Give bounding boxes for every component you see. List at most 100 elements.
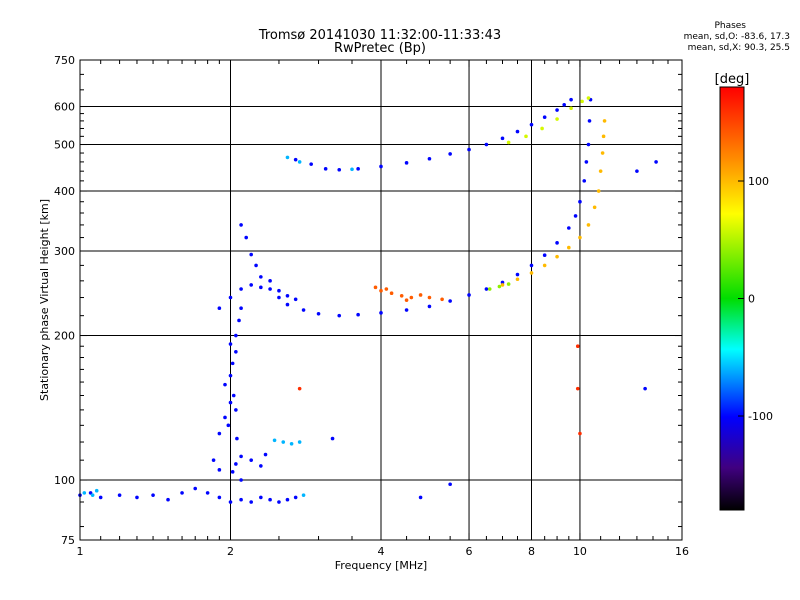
echo-point — [228, 342, 233, 346]
echo-point — [596, 189, 601, 193]
chart-title: Tromsø 20141030 11:32:00-11:33:43 — [258, 28, 502, 43]
echo-point — [234, 462, 238, 466]
echo-point — [98, 495, 103, 500]
echo-point — [592, 205, 597, 210]
echo-point — [500, 283, 505, 287]
echo-point — [259, 285, 263, 290]
echo-point — [404, 298, 409, 302]
echo-point — [399, 293, 404, 298]
echo-point — [467, 147, 471, 152]
echo-point — [529, 263, 534, 268]
echo-point — [272, 438, 277, 443]
echo-point — [235, 436, 239, 441]
y-tick-label: 75 — [61, 534, 75, 547]
echo-point — [249, 283, 253, 287]
echo-point — [427, 304, 432, 309]
phases-x-stats: mean, sd,X: 90.3, 25.5 — [687, 43, 790, 53]
echo-point — [234, 408, 238, 412]
echo-point — [569, 106, 573, 111]
echo-point — [234, 349, 238, 354]
echo-point — [277, 288, 281, 293]
echo-point — [584, 160, 589, 164]
echo-point — [484, 287, 489, 291]
echo-point — [654, 160, 658, 164]
echo-point — [578, 431, 582, 436]
echo-point — [166, 497, 170, 502]
echo-point — [281, 440, 286, 444]
echo-point — [180, 491, 184, 495]
echo-point — [379, 288, 383, 293]
echo-point — [555, 117, 559, 121]
colorbar-tick-label: -100 — [748, 410, 773, 423]
echo-point — [135, 495, 139, 500]
echo-point — [249, 500, 253, 504]
echo-point — [259, 495, 263, 500]
echo-point — [575, 344, 580, 349]
echo-point — [586, 223, 591, 227]
echo-point — [277, 500, 281, 504]
echo-point — [226, 423, 231, 428]
echo-point — [373, 285, 378, 290]
echo-point — [542, 263, 547, 268]
echo-point — [217, 306, 222, 311]
colorbar-label: [deg] — [715, 72, 750, 87]
echo-point — [316, 311, 321, 316]
echo-point — [301, 493, 306, 497]
echo-point — [239, 454, 243, 459]
echo-point — [418, 293, 423, 297]
echo-point — [249, 458, 253, 462]
echo-point — [379, 311, 383, 315]
echo-point — [404, 308, 409, 312]
echo-point — [259, 275, 263, 279]
phases-heading: Phases — [714, 21, 746, 31]
echo-point — [289, 441, 294, 446]
echo-point — [337, 167, 342, 172]
y-tick-label: 750 — [54, 54, 75, 67]
y-tick-label: 500 — [54, 139, 75, 152]
echo-point — [467, 293, 471, 297]
echo-point — [389, 291, 394, 296]
echo-point — [427, 295, 432, 300]
echo-point — [484, 142, 489, 147]
echo-point — [506, 282, 511, 286]
echo-point — [409, 295, 414, 300]
echo-point — [297, 160, 302, 164]
echo-point — [356, 167, 360, 171]
echo-point — [90, 493, 95, 497]
echo-point — [254, 263, 258, 268]
echo-point — [643, 386, 647, 391]
x-tick-label: 16 — [675, 545, 689, 558]
echo-point — [542, 253, 547, 258]
echo-point — [337, 313, 342, 318]
echo-point — [249, 252, 253, 257]
echo-point — [575, 386, 580, 391]
y-axis-label: Stationary phase Virtual Height [km] — [38, 199, 51, 401]
echo-point — [569, 97, 573, 102]
echo-point — [384, 287, 389, 291]
echo-point — [205, 491, 210, 495]
echo-points — [78, 96, 658, 504]
echo-point — [601, 134, 606, 139]
echo-point — [555, 254, 559, 259]
echo-point — [567, 245, 571, 250]
echo-point — [230, 470, 235, 474]
colorbar-tick-label: 100 — [748, 175, 769, 188]
echo-point — [497, 284, 502, 289]
echo-point — [293, 495, 298, 500]
echo-point — [448, 152, 452, 156]
echo-point — [586, 96, 591, 100]
echo-point — [239, 478, 243, 482]
echo-point — [285, 293, 290, 298]
echo-point — [285, 497, 290, 502]
echo-point — [448, 482, 452, 487]
x-axis-label: Frequency [MHz] — [335, 559, 427, 572]
echo-point — [211, 458, 216, 462]
echo-point — [427, 156, 432, 161]
echo-point — [529, 122, 534, 127]
x-tick-label: 6 — [466, 545, 473, 558]
echo-point — [404, 161, 409, 165]
echo-point — [598, 169, 603, 173]
y-tick-label: 400 — [54, 185, 75, 198]
echo-point — [301, 308, 306, 312]
echo-point — [217, 495, 222, 500]
